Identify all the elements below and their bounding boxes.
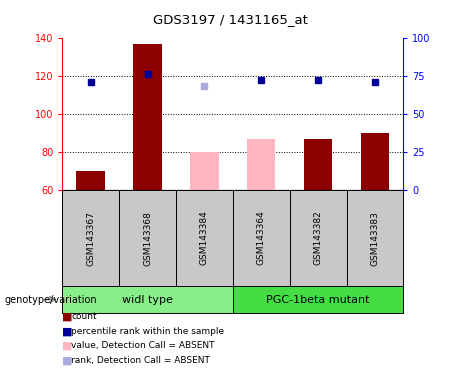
Bar <box>119 190 176 286</box>
Bar <box>233 286 403 313</box>
Text: genotype/variation: genotype/variation <box>5 295 97 305</box>
Text: GDS3197 / 1431165_at: GDS3197 / 1431165_at <box>153 13 308 26</box>
Text: ■: ■ <box>62 326 73 336</box>
Bar <box>62 190 119 286</box>
Bar <box>361 133 389 190</box>
Text: GSM143384: GSM143384 <box>200 211 209 265</box>
Text: PGC-1beta mutant: PGC-1beta mutant <box>266 295 370 305</box>
Bar <box>347 190 403 286</box>
Text: percentile rank within the sample: percentile rank within the sample <box>71 327 225 336</box>
Text: ■: ■ <box>62 341 73 351</box>
Bar <box>190 152 219 190</box>
Bar <box>304 139 332 190</box>
Bar <box>77 171 105 190</box>
Text: rank, Detection Call = ABSENT: rank, Detection Call = ABSENT <box>71 356 210 365</box>
Text: GSM143368: GSM143368 <box>143 211 152 265</box>
Bar <box>62 286 233 313</box>
Text: value, Detection Call = ABSENT: value, Detection Call = ABSENT <box>71 341 215 351</box>
Text: GSM143382: GSM143382 <box>313 211 323 265</box>
Bar <box>290 190 347 286</box>
Bar <box>176 190 233 286</box>
Bar <box>133 44 162 190</box>
Text: GSM143367: GSM143367 <box>86 211 95 265</box>
Text: widl type: widl type <box>122 295 173 305</box>
Text: GSM143383: GSM143383 <box>371 211 379 265</box>
Bar <box>233 190 290 286</box>
Text: count: count <box>71 312 97 321</box>
Text: ■: ■ <box>62 356 73 366</box>
Text: ■: ■ <box>62 312 73 322</box>
Bar <box>247 139 276 190</box>
Text: GSM143364: GSM143364 <box>257 211 266 265</box>
